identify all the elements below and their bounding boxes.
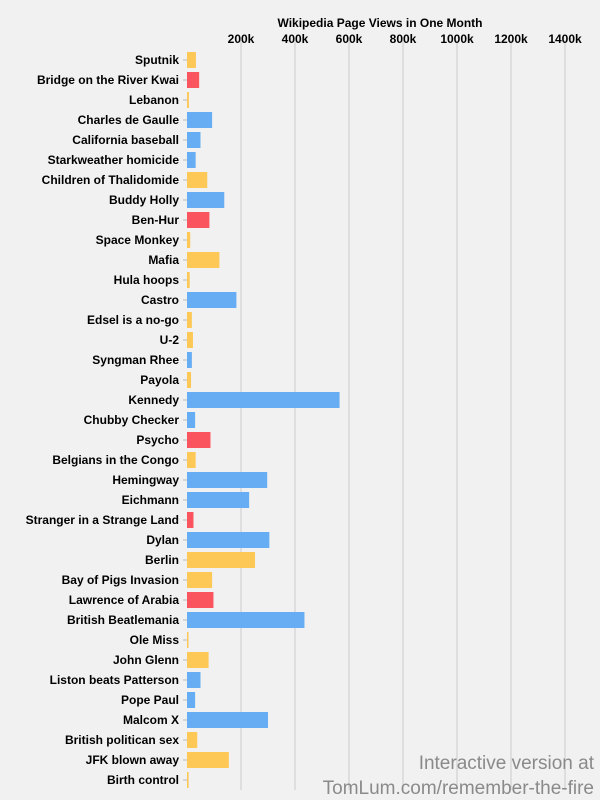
category-label: Starkweather homicide	[48, 153, 180, 167]
bar[interactable]	[187, 72, 200, 88]
category-label: Pope Paul	[121, 693, 179, 707]
category-label: Lawrence of Arabia	[69, 593, 180, 607]
bar[interactable]	[187, 152, 196, 168]
x-tick-label: 1000k	[440, 32, 474, 46]
bar[interactable]	[187, 552, 256, 568]
x-tick-label: 800k	[390, 32, 417, 46]
bar[interactable]	[187, 292, 237, 308]
bar[interactable]	[187, 772, 189, 788]
category-label: Dylan	[146, 533, 179, 547]
bars	[187, 52, 340, 788]
category-label: Payola	[140, 373, 179, 387]
grid-lines	[240, 40, 566, 790]
category-label: Hula hoops	[114, 273, 180, 287]
bar[interactable]	[187, 432, 211, 448]
bar[interactable]	[187, 492, 250, 508]
category-label: Space Monkey	[96, 233, 180, 247]
bar[interactable]	[187, 412, 196, 428]
category-label: Bridge on the River Kwai	[37, 73, 179, 87]
bar[interactable]	[187, 92, 189, 108]
bar[interactable]	[187, 452, 196, 468]
bar[interactable]	[187, 192, 225, 208]
bar[interactable]	[187, 312, 192, 328]
bar[interactable]	[187, 612, 305, 628]
bar[interactable]	[187, 52, 196, 68]
category-label: Birth control	[107, 773, 179, 787]
bar[interactable]	[187, 632, 189, 648]
category-label: Berlin	[145, 553, 179, 567]
category-label: Mafia	[148, 253, 179, 267]
bar[interactable]	[187, 352, 192, 368]
category-label: Chubby Checker	[84, 413, 180, 427]
category-label: Edsel is a no-go	[87, 313, 179, 327]
category-label: Malcom X	[123, 713, 179, 727]
category-label: John Glenn	[113, 653, 179, 667]
category-label: Lebanon	[129, 93, 179, 107]
category-label: Belgians in the Congo	[52, 453, 179, 467]
x-tick-label: 400k	[282, 32, 309, 46]
category-labels: Sputnik Bridge on the River Kwai Lebanon Ch…	[26, 53, 187, 787]
category-label: British Beatlemania	[67, 613, 179, 627]
category-label: Castro	[141, 293, 179, 307]
x-tick-label: 1400k	[548, 32, 582, 46]
x-tick-label: 600k	[336, 32, 363, 46]
bar[interactable]	[187, 732, 198, 748]
bar[interactable]	[187, 172, 208, 188]
chart-title: Wikipedia Page Views in One Month	[277, 16, 482, 30]
bar[interactable]	[187, 392, 340, 408]
category-label: Buddy Holly	[109, 193, 179, 207]
category-label: Liston beats Patterson	[50, 673, 179, 687]
bar[interactable]	[187, 512, 194, 528]
bar[interactable]	[187, 532, 270, 548]
bar[interactable]	[187, 372, 192, 388]
watermark-line-2: TomLum.com/remember-the-fire	[323, 778, 594, 799]
bar[interactable]	[187, 652, 209, 668]
bar[interactable]	[187, 572, 213, 588]
category-label: Bay of Pigs Invasion	[62, 573, 179, 587]
category-label: Stranger in a Strange Land	[26, 513, 179, 527]
x-axis-ticks: 200k 400k 600k 800k 1000k 1200k 1400k	[228, 32, 582, 46]
category-label: U-2	[160, 333, 180, 347]
category-label: Charles de Gaulle	[78, 113, 180, 127]
category-label: Children of Thalidomide	[42, 173, 180, 187]
watermark-line-1: Interactive version at	[419, 753, 595, 774]
category-label: Eichmann	[122, 493, 179, 507]
x-tick-label: 1200k	[494, 32, 528, 46]
bar[interactable]	[187, 212, 210, 228]
bar[interactable]	[187, 712, 268, 728]
bar[interactable]	[187, 252, 220, 268]
bar[interactable]	[187, 692, 196, 708]
category-label: Ben-Hur	[132, 213, 180, 227]
bar[interactable]	[187, 112, 213, 128]
x-tick-label: 200k	[228, 32, 255, 46]
category-label: Hemingway	[112, 473, 179, 487]
bar[interactable]	[187, 472, 268, 488]
bar[interactable]	[187, 592, 214, 608]
bar[interactable]	[187, 132, 201, 148]
bar[interactable]	[187, 332, 193, 348]
category-label: Syngman Rhee	[92, 353, 179, 367]
category-label: Psycho	[136, 433, 179, 447]
category-label: British politican sex	[65, 733, 179, 747]
bar[interactable]	[187, 752, 229, 768]
category-label: Kennedy	[128, 393, 179, 407]
bar[interactable]	[187, 672, 201, 688]
category-label: Sputnik	[135, 53, 179, 67]
bar[interactable]	[187, 272, 190, 288]
bar[interactable]	[187, 232, 191, 248]
category-label: JFK blown away	[86, 753, 180, 767]
category-label: California baseball	[72, 133, 179, 147]
category-label: Ole Miss	[130, 633, 180, 647]
